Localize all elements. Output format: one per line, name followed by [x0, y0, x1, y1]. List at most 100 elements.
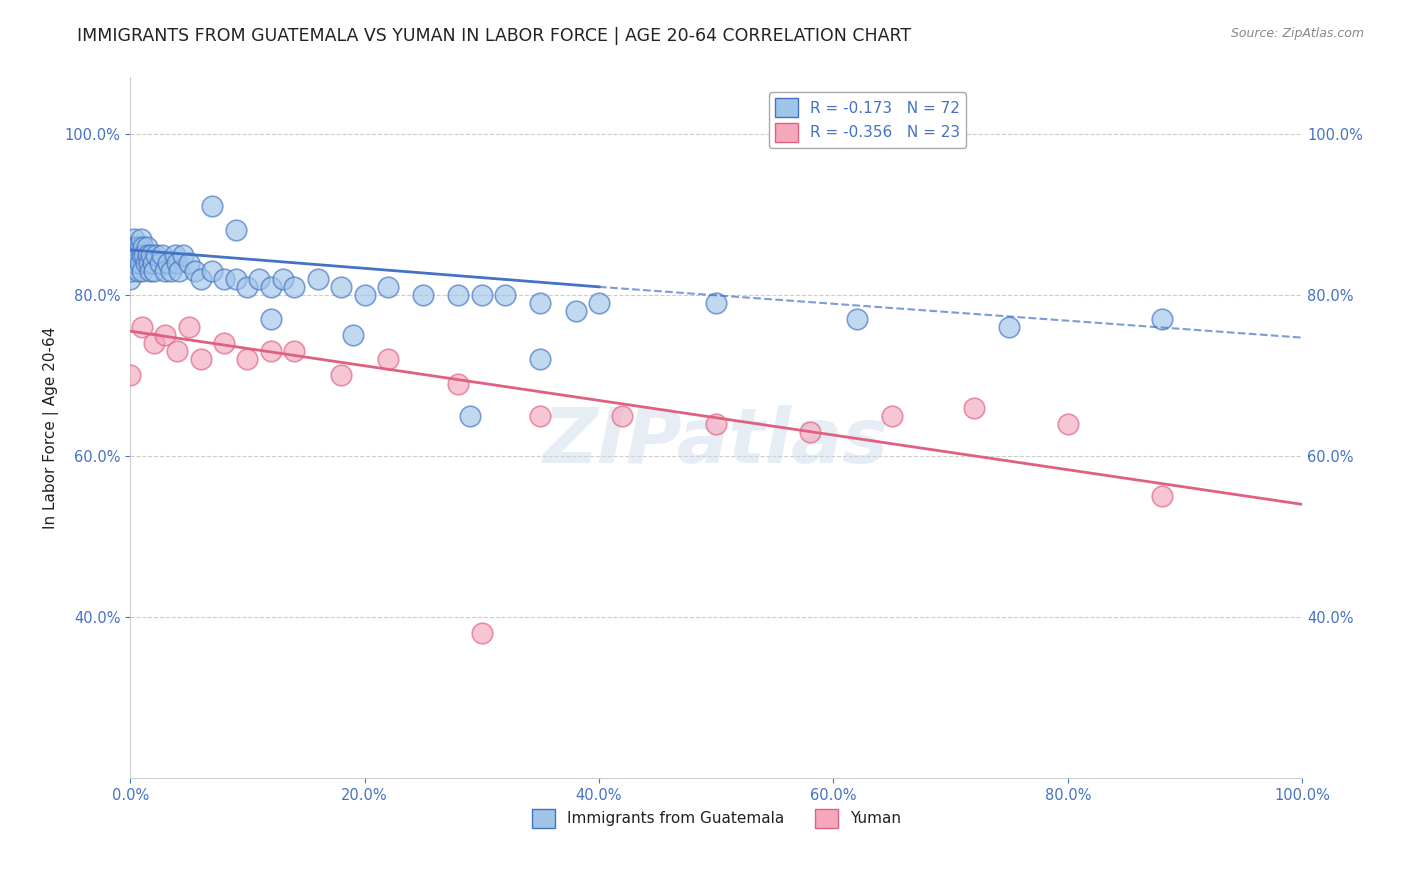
Point — [998, 320, 1021, 334]
Point — [447, 376, 470, 391]
Point — [124, 239, 146, 253]
Point — [120, 256, 142, 270]
Point — [494, 288, 516, 302]
Point — [588, 296, 610, 310]
Point — [183, 264, 205, 278]
Point — [141, 256, 163, 270]
Point — [177, 256, 200, 270]
Legend: Immigrants from Guatemala, Yuman: Immigrants from Guatemala, Yuman — [526, 803, 907, 834]
Point — [307, 272, 329, 286]
Point — [142, 264, 165, 278]
Point — [1150, 312, 1173, 326]
Point — [122, 247, 145, 261]
Point — [141, 247, 163, 261]
Point — [845, 312, 868, 326]
Point — [160, 264, 183, 278]
Point — [127, 239, 149, 253]
Point — [163, 247, 186, 261]
Point — [190, 272, 212, 286]
Point — [353, 288, 375, 302]
Point — [704, 296, 727, 310]
Point — [377, 280, 399, 294]
Point — [127, 264, 149, 278]
Point — [135, 239, 157, 253]
Text: IMMIGRANTS FROM GUATEMALA VS YUMAN IN LABOR FORCE | AGE 20-64 CORRELATION CHART: IMMIGRANTS FROM GUATEMALA VS YUMAN IN LA… — [77, 27, 911, 45]
Point — [156, 256, 179, 270]
Point — [236, 352, 259, 367]
Point — [330, 280, 353, 294]
Point — [129, 231, 152, 245]
Point — [177, 320, 200, 334]
Point — [120, 272, 142, 286]
Point — [799, 425, 821, 439]
Point — [120, 239, 142, 253]
Point — [247, 272, 270, 286]
Point — [128, 256, 150, 270]
Point — [122, 231, 145, 245]
Point — [155, 264, 177, 278]
Point — [166, 344, 188, 359]
Point — [236, 280, 259, 294]
Point — [166, 256, 188, 270]
Point — [148, 256, 170, 270]
Text: ZIPatlas: ZIPatlas — [543, 405, 889, 479]
Y-axis label: In Labor Force | Age 20-64: In Labor Force | Age 20-64 — [44, 326, 59, 529]
Point — [260, 344, 283, 359]
Point — [471, 626, 494, 640]
Point — [127, 247, 149, 261]
Point — [138, 256, 160, 270]
Point — [529, 409, 551, 423]
Point — [212, 272, 235, 286]
Point — [120, 368, 142, 383]
Point — [447, 288, 470, 302]
Point — [880, 409, 903, 423]
Point — [120, 264, 142, 278]
Point — [155, 328, 177, 343]
Point — [132, 239, 155, 253]
Point — [139, 264, 162, 278]
Point — [121, 239, 143, 253]
Point — [612, 409, 634, 423]
Point — [412, 288, 434, 302]
Point — [125, 256, 148, 270]
Point — [704, 417, 727, 431]
Point — [1150, 489, 1173, 503]
Point — [283, 280, 305, 294]
Point — [260, 280, 283, 294]
Point — [564, 304, 586, 318]
Point — [377, 352, 399, 367]
Point — [131, 247, 153, 261]
Point — [963, 401, 986, 415]
Point — [190, 352, 212, 367]
Point — [145, 247, 167, 261]
Point — [201, 264, 224, 278]
Point — [529, 352, 551, 367]
Point — [471, 288, 494, 302]
Point — [169, 264, 191, 278]
Point — [134, 256, 156, 270]
Point — [131, 320, 153, 334]
Text: Source: ZipAtlas.com: Source: ZipAtlas.com — [1230, 27, 1364, 40]
Point — [136, 247, 159, 261]
Point — [458, 409, 481, 423]
Point — [225, 223, 247, 237]
Point — [1056, 417, 1078, 431]
Point — [172, 247, 194, 261]
Point — [260, 312, 283, 326]
Point — [120, 247, 142, 261]
Point — [150, 247, 173, 261]
Point — [201, 199, 224, 213]
Point — [342, 328, 364, 343]
Point — [330, 368, 353, 383]
Point — [125, 247, 148, 261]
Point — [212, 336, 235, 351]
Point — [142, 336, 165, 351]
Point — [271, 272, 294, 286]
Point — [134, 247, 156, 261]
Point — [283, 344, 305, 359]
Point — [225, 272, 247, 286]
Point — [529, 296, 551, 310]
Point — [128, 239, 150, 253]
Point — [121, 256, 143, 270]
Point — [131, 264, 153, 278]
